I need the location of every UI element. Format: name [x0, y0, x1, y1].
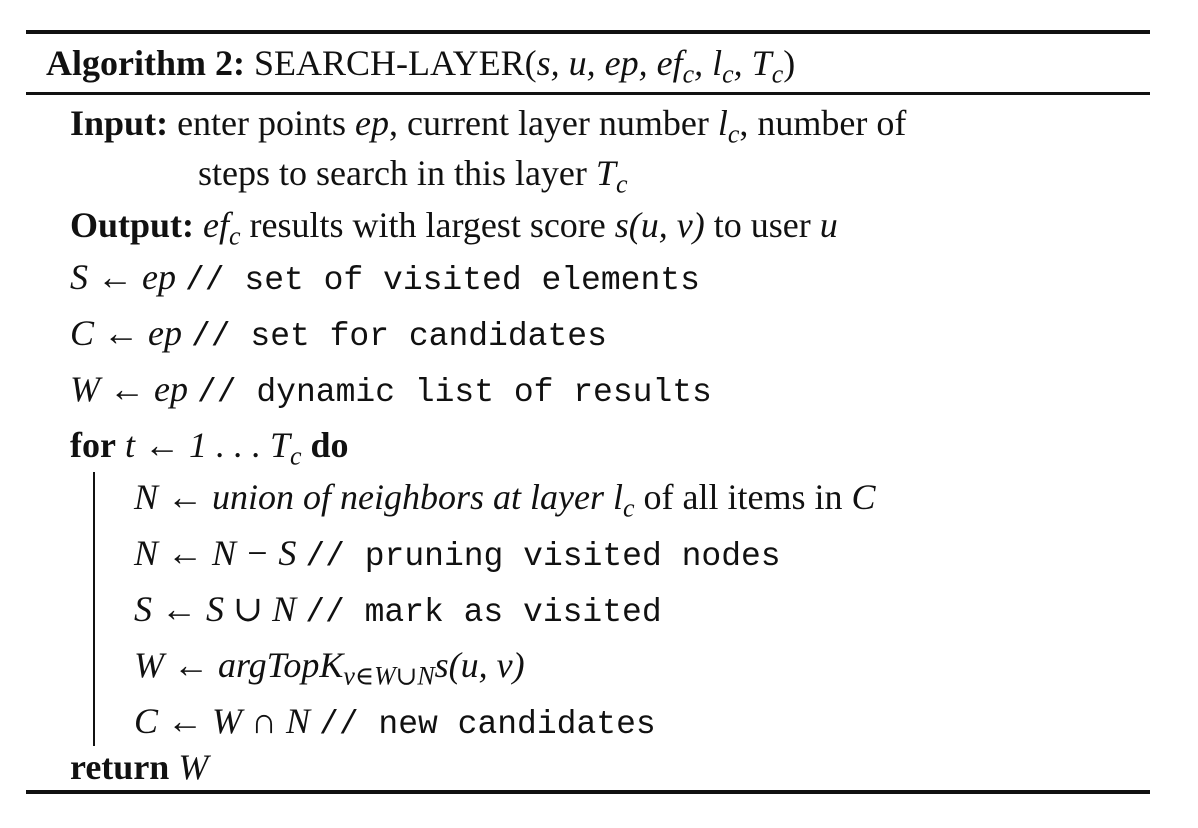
top-rule	[26, 30, 1150, 34]
input-continuation: steps to search in this layer Tc	[198, 153, 628, 199]
input-label: Input:	[70, 103, 169, 143]
algo-line-1: S ← ep // set of visited elements	[70, 257, 700, 299]
loop-line-5: C ← W ∩ N // new candidates	[134, 701, 656, 743]
loop-line-2: N ← N − S // pruning visited nodes	[134, 533, 781, 575]
algorithm-name: SEARCH-LAYER(	[253, 43, 537, 83]
algorithm-label: Algorithm 2:	[46, 43, 245, 83]
output-label: Output:	[70, 205, 195, 245]
output-line: Output: efc results with largest score s…	[70, 205, 838, 251]
code-comment: // new candidates	[319, 706, 656, 743]
loop-line-3: S ← S ∪ N // mark as visited	[134, 589, 662, 631]
for-line: for t ← 1 . . . Tc do	[70, 425, 349, 471]
code-comment: // mark as visited	[305, 594, 662, 631]
return-line: return W	[70, 747, 209, 787]
input-line: Input: enter points ep, current layer nu…	[70, 103, 907, 149]
code-comment: // set for candidates	[191, 318, 607, 355]
bottom-rule	[26, 790, 1150, 794]
algo-line-3: W ← ep // dynamic list of results	[70, 369, 712, 411]
loop-body-bar	[93, 472, 95, 746]
code-comment: // pruning visited nodes	[305, 538, 781, 575]
header-rule	[26, 92, 1150, 95]
algorithm-title: Algorithm 2: SEARCH-LAYER(s, u, ep, efc,…	[46, 43, 796, 89]
loop-line-4: W ← argTopKv∈W∪Ns(u, v)	[134, 645, 525, 691]
code-comment: // dynamic list of results	[196, 374, 712, 411]
code-comment: // set of visited elements	[184, 262, 700, 299]
loop-line-1: N ← union of neighbors at layer lc of al…	[134, 477, 876, 523]
algo-line-2: C ← ep // set for candidates	[70, 313, 607, 355]
